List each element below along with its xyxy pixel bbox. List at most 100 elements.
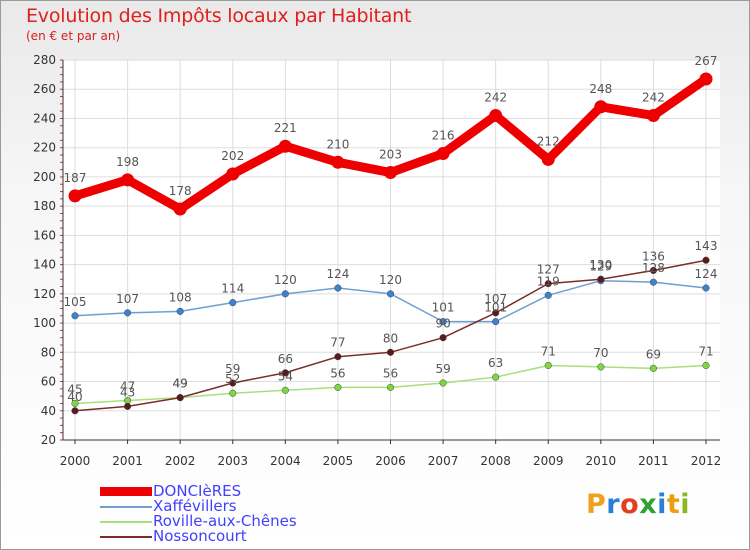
data-point	[544, 280, 552, 288]
data-label: 47	[120, 380, 135, 394]
data-point	[597, 275, 605, 283]
legend-item: Roville-aux-Chênes	[100, 512, 320, 530]
data-label: 54	[278, 369, 293, 383]
data-point	[492, 373, 500, 381]
data-point	[386, 348, 395, 356]
data-label: 49	[173, 377, 188, 391]
y-tick-label: 200	[33, 170, 56, 184]
legend-item: Nossoncourt	[100, 527, 320, 545]
data-point	[176, 394, 184, 402]
data-point	[594, 100, 608, 114]
data-label: 56	[383, 366, 398, 380]
data-point	[649, 266, 657, 275]
data-label: 248	[589, 82, 612, 96]
legend-label: Xaffévillers	[153, 497, 237, 515]
data-label: 59	[435, 362, 450, 376]
data-point	[71, 312, 79, 320]
data-label: 124	[695, 267, 718, 281]
data-label: 120	[274, 273, 297, 287]
data-label: 56	[330, 366, 345, 380]
x-tick-label: 2011	[638, 454, 669, 468]
data-label: 120	[379, 273, 402, 287]
x-tick-label: 2005	[323, 454, 354, 468]
y-tick-label: 240	[33, 111, 56, 125]
data-point	[124, 309, 132, 317]
data-point	[439, 379, 447, 387]
data-label: 66	[278, 352, 293, 366]
chart-title: Evolution des Impôts locaux par Habitant	[26, 5, 412, 27]
data-label: 143	[695, 239, 718, 253]
legend-item: DONCIèRES	[100, 482, 320, 500]
y-tick-label: 260	[33, 82, 56, 96]
data-point	[229, 379, 237, 387]
data-label: 80	[383, 331, 398, 345]
data-point	[121, 173, 135, 187]
data-label: 40	[67, 390, 82, 404]
data-label: 136	[642, 249, 665, 263]
data-point	[281, 369, 289, 377]
data-label: 71	[698, 344, 713, 358]
x-tick-label: 2000	[60, 454, 91, 468]
data-label: 77	[330, 336, 345, 350]
data-point	[702, 361, 710, 370]
data-label: 114	[221, 282, 244, 296]
data-label: 129	[589, 260, 612, 274]
data-point	[646, 109, 660, 123]
data-point	[226, 167, 240, 181]
data-label: 127	[537, 263, 560, 277]
y-tick-label: 40	[41, 404, 56, 418]
y-tick-label: 60	[41, 375, 56, 389]
y-tick-label: 280	[33, 53, 56, 67]
data-label: 59	[225, 362, 240, 376]
data-label: 198	[116, 155, 139, 169]
data-label: 203	[379, 148, 402, 162]
y-tick-label: 160	[33, 228, 56, 242]
data-label: 108	[169, 290, 192, 304]
data-label: 202	[221, 149, 244, 163]
data-point	[229, 389, 237, 397]
data-point	[544, 361, 552, 370]
y-tick-label: 80	[41, 345, 56, 359]
data-point	[334, 284, 342, 292]
data-label: 130	[589, 258, 612, 272]
legend-swatch	[100, 506, 152, 508]
y-tick-label: 120	[33, 287, 56, 301]
legend-label: Nossoncourt	[153, 527, 247, 545]
data-point	[176, 307, 184, 315]
data-point	[384, 166, 397, 180]
y-tick-label: 140	[33, 258, 56, 272]
data-label: 119	[537, 274, 560, 288]
y-tick-label: 220	[33, 141, 56, 155]
y-tick-label: 20	[41, 433, 56, 447]
data-point	[541, 152, 555, 166]
data-label: 128	[642, 261, 665, 275]
data-point	[68, 189, 82, 203]
x-tick-label: 2003	[217, 454, 248, 468]
data-label: 242	[642, 91, 665, 105]
x-tick-label: 2001	[112, 454, 143, 468]
x-tick-label: 2010	[586, 454, 617, 468]
x-tick-label: 2004	[270, 454, 301, 468]
data-label: 267	[695, 54, 718, 68]
legend: DONCIèRES Xaffévillers Roville-aux-Chênes N…	[100, 482, 320, 545]
data-point	[436, 147, 450, 161]
data-label: 43	[120, 385, 135, 399]
data-point	[71, 399, 79, 408]
data-point	[229, 299, 237, 307]
data-label: 107	[116, 292, 139, 306]
data-point	[71, 407, 79, 415]
x-tick-label: 2008	[480, 454, 511, 468]
data-label: 45	[67, 382, 82, 396]
data-point	[334, 383, 342, 391]
data-label: 242	[484, 91, 507, 105]
data-label: 178	[169, 184, 192, 198]
legend-item: Xaffévillers	[100, 497, 320, 515]
data-point	[649, 278, 657, 286]
data-label: 52	[225, 372, 240, 386]
data-point	[281, 386, 289, 394]
data-label: 216	[432, 129, 455, 143]
x-tick-label: 2009	[533, 454, 564, 468]
data-point	[489, 109, 503, 123]
legend-label: DONCIèRES	[153, 482, 242, 500]
data-label: 70	[593, 346, 608, 360]
